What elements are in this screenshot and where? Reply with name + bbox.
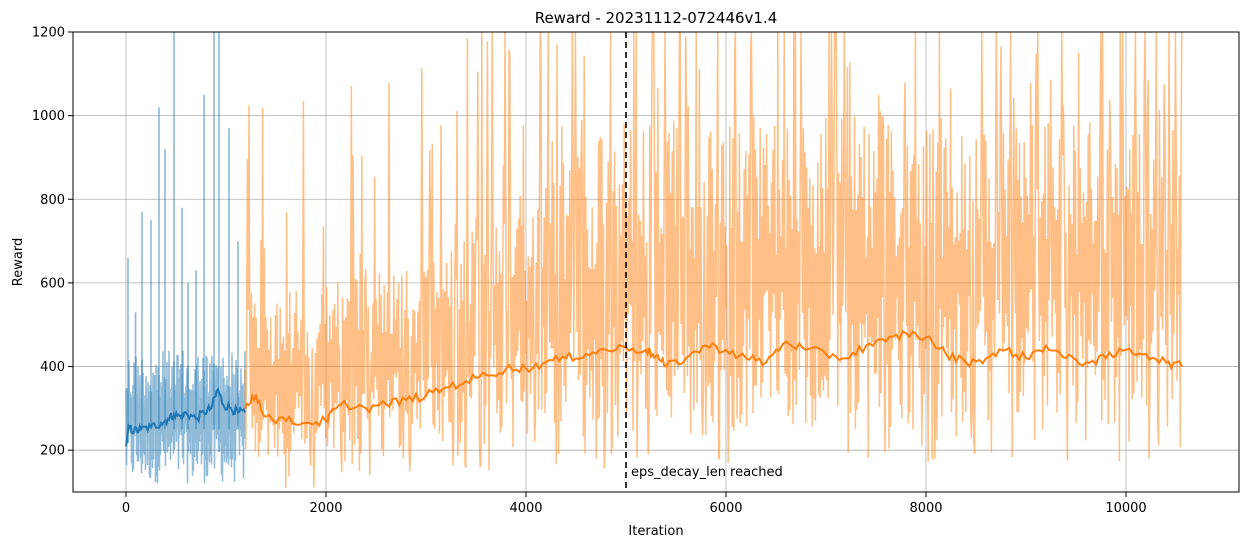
moving-average-series bbox=[244, 330, 1183, 428]
y-axis: 200 400 600 800 1000 1200 bbox=[32, 26, 73, 459]
chart-title: Reward - 20231112-072446v1.4 bbox=[535, 9, 778, 27]
y-tick-label: 1000 bbox=[32, 109, 65, 124]
plot-frame bbox=[72, 31, 1240, 493]
moving-average-layer bbox=[125, 330, 1183, 447]
x-axis: 0 2000 4000 6000 8000 10000 bbox=[122, 492, 1147, 516]
y-tick-label: 400 bbox=[40, 360, 65, 375]
raw-reward-series bbox=[244, 31, 1183, 489]
raw-reward-layer bbox=[125, 31, 1183, 489]
x-tick-label: 8000 bbox=[909, 501, 942, 516]
x-tick-label: 10000 bbox=[1105, 501, 1146, 516]
y-tick-label: 800 bbox=[40, 193, 65, 208]
x-tick-label: 2000 bbox=[309, 501, 342, 516]
x-tick-label: 0 bbox=[122, 501, 130, 516]
x-tick-label: 4000 bbox=[509, 501, 542, 516]
x-axis-label: Iteration bbox=[628, 524, 683, 539]
eps-decay-annotation: eps_decay_len reached bbox=[631, 465, 783, 480]
y-tick-label: 1200 bbox=[32, 26, 65, 41]
y-tick-label: 200 bbox=[40, 444, 65, 459]
y-tick-label: 600 bbox=[40, 276, 65, 291]
y-axis-label: Reward bbox=[11, 238, 26, 286]
x-tick-label: 6000 bbox=[709, 501, 742, 516]
moving-average-series bbox=[125, 387, 246, 447]
